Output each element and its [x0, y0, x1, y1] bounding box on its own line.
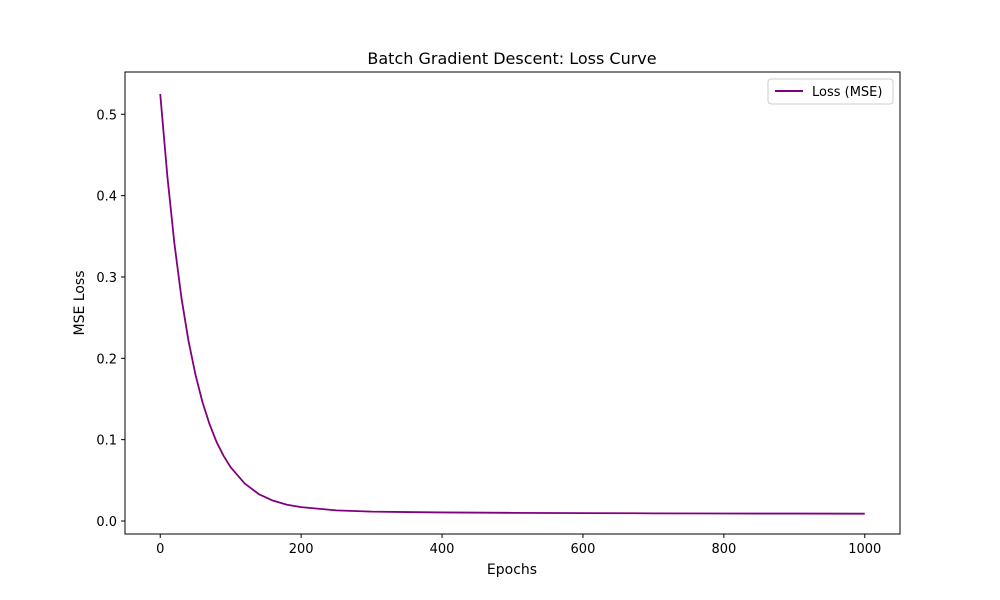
x-tick-label: 400	[430, 542, 455, 557]
x-tick-label: 600	[571, 542, 596, 557]
legend-label: Loss (MSE)	[812, 85, 882, 100]
plot-area	[159, 93, 865, 515]
chart-title: Batch Gradient Descent: Loss Curve	[367, 49, 656, 68]
y-axis: 0.0 0.1 0.2 0.3 0.4 0.5	[96, 108, 125, 530]
y-tick-label: 0.0	[96, 515, 117, 530]
y-axis-label: MSE Loss	[72, 271, 88, 336]
y-tick-label: 0.2	[96, 352, 117, 367]
legend-box	[767, 78, 894, 105]
x-axis-label: Epochs	[487, 562, 537, 578]
x-tick-label: 0	[156, 542, 164, 557]
x-axis: 0 200 400 600 800 1000	[156, 534, 881, 557]
axes-frame	[124, 71, 901, 535]
y-tick-label: 0.3	[96, 271, 117, 286]
x-tick-label: 1000	[848, 542, 881, 557]
series-line-0	[159, 93, 865, 515]
x-tick-label: 200	[289, 542, 314, 557]
x-tick-label: 800	[711, 542, 736, 557]
legend: Loss (MSE)	[767, 78, 894, 105]
y-tick-label: 0.4	[96, 190, 117, 205]
y-tick-label: 0.1	[96, 434, 117, 449]
y-tick-label: 0.5	[96, 108, 117, 123]
